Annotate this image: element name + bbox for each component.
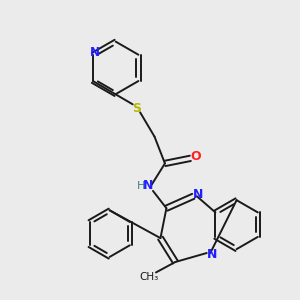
Text: N: N bbox=[193, 188, 204, 201]
Text: N: N bbox=[142, 179, 153, 192]
Text: S: S bbox=[132, 102, 141, 115]
Text: N: N bbox=[207, 248, 217, 261]
Text: O: O bbox=[190, 150, 201, 164]
Text: CH₃: CH₃ bbox=[139, 272, 158, 282]
Text: H: H bbox=[137, 181, 145, 191]
Text: N: N bbox=[90, 46, 100, 59]
